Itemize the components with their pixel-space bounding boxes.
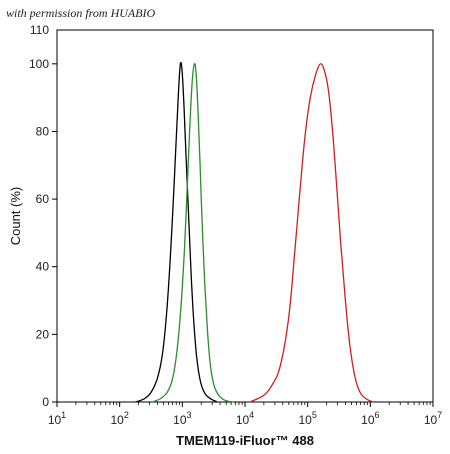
y-tick-label: 80 <box>36 124 50 138</box>
x-tick-label: 102 <box>110 410 128 427</box>
y-tick-label: 100 <box>29 57 49 71</box>
x-tick-label: 103 <box>173 410 191 427</box>
y-tick-label: 20 <box>36 327 50 341</box>
x-tick-label: 104 <box>236 410 254 427</box>
x-tick-label: 105 <box>298 410 316 427</box>
x-tick-label: 101 <box>48 410 66 427</box>
x-axis-title: TMEM119-iFluor™ 488 <box>176 433 314 448</box>
series-line-3 <box>249 63 374 403</box>
x-tick-label: 107 <box>424 410 442 427</box>
series-line-1 <box>135 61 218 403</box>
y-tick-label: 0 <box>42 395 49 409</box>
watermark-text: with permission from HUABIO <box>6 6 156 20</box>
plot-area-frame <box>56 29 434 403</box>
y-tick-label: 40 <box>36 260 50 274</box>
y-axis-title: Count (%) <box>8 187 23 246</box>
y-tick-label: 110 <box>30 23 49 37</box>
y-tick-label: 60 <box>36 192 50 206</box>
x-tick-label: 106 <box>361 410 379 427</box>
series-line-2 <box>151 62 234 403</box>
